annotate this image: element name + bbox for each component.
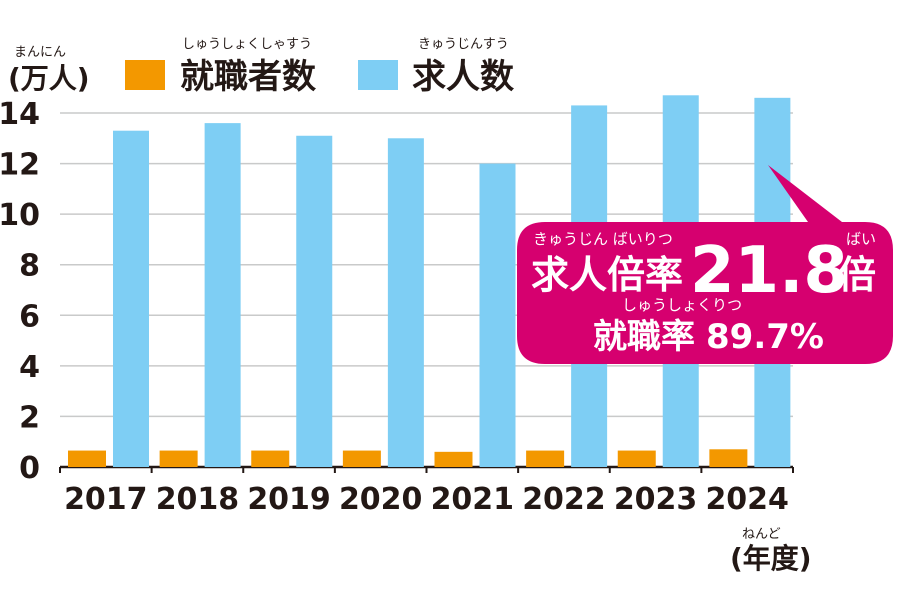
y-axis-label: (万人) [8,62,90,95]
bar-employed-2022 [526,450,565,467]
bar-job-openings-2021 [479,163,516,468]
x-axis-label-ruby: ねんど [742,527,781,542]
y-tick-label: 14 [0,97,40,132]
y-tick-label: 12 [0,148,40,183]
legend-swatch-job-openings [358,60,398,90]
y-tick-label: 10 [0,198,40,233]
y-tick-label: 8 [19,249,40,284]
x-tick-label: 2021 [431,482,515,517]
bar-employed-2020 [342,450,381,467]
legend-employed-label: 就職者数 [180,57,316,97]
x-tick-label: 2017 [64,482,148,517]
x-tick-label: 2023 [614,482,698,517]
legend-openings-ruby: きゅうじんすう [418,37,509,52]
bar-job-openings-2019 [296,135,333,467]
employment-value: 89.7% [706,317,824,357]
y-tick-label: 4 [19,350,40,385]
x-tick-label: 2024 [705,482,789,517]
bar-employed-2018 [159,450,198,467]
ratio-unit-ruby: ばい [846,230,876,248]
bar-employed-2019 [251,450,290,467]
x-tick-label: 2018 [156,482,240,517]
bar-job-openings-2020 [387,138,424,468]
y-axis-label-ruby: まんにん [14,45,66,60]
bar-employed-2021 [434,451,473,467]
y-tick-label: 2 [19,400,40,435]
ratio-value: 21.8 [690,234,848,308]
employment-label-ruby: しゅうしょくりつ [622,296,742,314]
ratio-unit: 倍 [838,253,876,297]
job-ratio-callout: きゅうじん ばいりつ 求人倍率 21.8 ばい 倍 しゅうしょくりつ 就職率 8… [517,165,893,364]
bar-job-openings-2017 [113,130,149,467]
x-tick-label: 2022 [522,482,606,517]
bar-job-openings-2018 [204,123,241,467]
gridlines [59,112,794,473]
x-tick-label: 2019 [247,482,331,517]
x-tick-label: 2020 [339,482,423,517]
bar-employed-2023 [617,450,656,467]
legend-openings-label: 求人数 [412,57,514,97]
bar-employed-2024 [709,449,748,467]
legend-swatch-employed [125,60,165,90]
ratio-label-ruby: きゅうじん ばいりつ [533,230,673,248]
y-axis-ticks: 0 2 4 6 8 10 12 14 [0,97,40,486]
x-axis-label: (年度) [730,542,812,575]
x-axis-ticks: 2017 2018 2019 2020 2021 2022 2023 2024 [64,482,789,517]
legend: しゅうしょくしゃすう 就職者数 きゅうじんすう 求人数 [125,37,514,97]
bars [68,95,791,468]
employment-label: 就職率 [593,317,695,357]
legend-employed-ruby: しゅうしょくしゃすう [182,37,312,52]
bar-employed-2017 [68,450,106,467]
callout-bubble [517,165,893,364]
ratio-label: 求人倍率 [531,253,683,297]
y-tick-label: 0 [19,451,40,486]
y-tick-label: 6 [19,299,40,334]
